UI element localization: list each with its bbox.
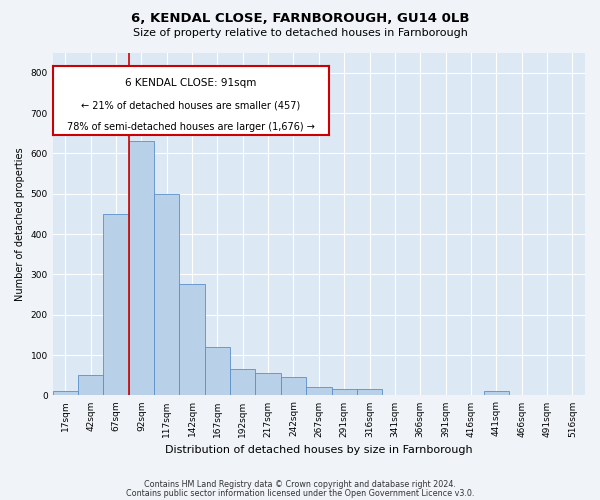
Bar [332,390,357,396]
Bar [154,194,179,396]
Text: Size of property relative to detached houses in Farnborough: Size of property relative to detached ho… [133,28,467,38]
Bar [205,347,230,396]
Bar [306,388,332,396]
Bar [357,390,382,396]
Bar [78,376,103,396]
Text: 6, KENDAL CLOSE, FARNBOROUGH, GU14 0LB: 6, KENDAL CLOSE, FARNBOROUGH, GU14 0LB [131,12,469,26]
Bar [256,373,281,396]
X-axis label: Distribution of detached houses by size in Farnborough: Distribution of detached houses by size … [165,445,473,455]
Bar [179,284,205,396]
Bar [281,378,306,396]
Bar [129,142,154,396]
Bar [230,369,256,396]
Bar [484,392,509,396]
Text: Contains public sector information licensed under the Open Government Licence v3: Contains public sector information licen… [126,488,474,498]
Y-axis label: Number of detached properties: Number of detached properties [15,147,25,301]
Text: Contains HM Land Registry data © Crown copyright and database right 2024.: Contains HM Land Registry data © Crown c… [144,480,456,489]
Bar [53,392,78,396]
Bar [103,214,129,396]
